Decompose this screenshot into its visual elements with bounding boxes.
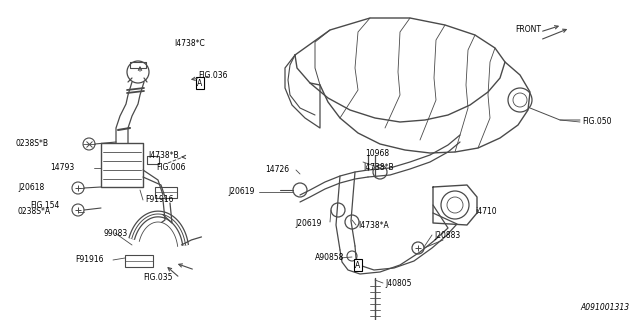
Text: J20883: J20883 [434, 230, 460, 239]
Text: I4738*B: I4738*B [148, 151, 179, 161]
Text: J20618: J20618 [18, 183, 44, 193]
Text: A: A [197, 78, 203, 87]
Text: I4738*C: I4738*C [174, 39, 205, 49]
Text: FIG.154: FIG.154 [30, 202, 60, 211]
Text: 99083: 99083 [103, 228, 127, 237]
Text: 14793: 14793 [50, 164, 74, 172]
Text: FIG.050: FIG.050 [582, 117, 611, 126]
Text: I4738*B: I4738*B [363, 163, 394, 172]
Text: I4738*A: I4738*A [358, 220, 388, 229]
Bar [155, 187, 177, 198]
Text: J40805: J40805 [385, 278, 412, 287]
Text: 0238S*B: 0238S*B [15, 140, 48, 148]
Text: A90858: A90858 [315, 253, 344, 262]
Text: FRONT: FRONT [515, 26, 541, 35]
Text: FIG.035: FIG.035 [143, 274, 173, 283]
Text: 14726: 14726 [265, 165, 289, 174]
Text: FIG.006: FIG.006 [156, 164, 186, 172]
Text: F91916: F91916 [75, 255, 104, 265]
Text: A091001313: A091001313 [581, 303, 630, 312]
Bar [125, 255, 153, 267]
Text: 0238S*A: 0238S*A [18, 207, 51, 217]
Text: J20619: J20619 [295, 219, 321, 228]
Text: 10968: 10968 [365, 149, 389, 158]
Text: A: A [355, 260, 360, 269]
Text: FIG.036: FIG.036 [198, 70, 227, 79]
Text: F91916: F91916 [145, 196, 173, 204]
Text: i4710: i4710 [475, 207, 497, 217]
Text: J20619: J20619 [228, 188, 254, 196]
